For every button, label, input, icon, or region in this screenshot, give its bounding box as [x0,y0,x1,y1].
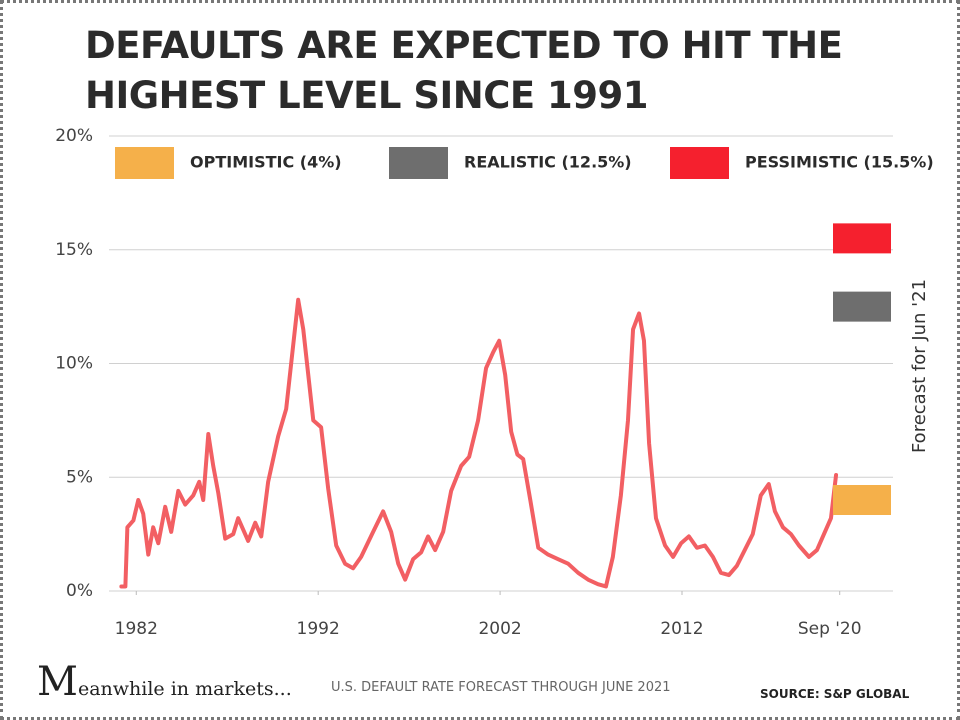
legend-label: PESSIMISTIC (15.5%) [745,153,934,172]
x-tick-label: 2012 [660,619,703,639]
y-tick-label: 15% [55,240,93,260]
x-tick-label: 2002 [478,619,521,639]
forecast-box [833,291,891,322]
chart: 0% 5% 10% 15% 20% 1982 1992 2002 2012 Sep '20 OPTI… [55,126,934,639]
x-tick-label: Sep '20 [798,619,862,639]
legend-swatch [115,147,174,179]
chart-title: DEFAULTS ARE EXPECTED TO HIT THE HIGHEST… [85,24,843,117]
legend-swatch [670,147,729,179]
y-tick-label: 5% [66,467,93,487]
legend-swatch [389,147,448,179]
data-line [119,297,839,589]
legend-label: OPTIMISTIC (4%) [190,153,342,172]
x-tick-label: 1992 [297,619,340,639]
source: SOURCE: S&P GLOBAL [760,687,910,701]
x-tick-label: 1982 [115,619,158,639]
y-tick-label: 10% [55,354,93,374]
forecast-box [833,223,891,254]
legend-label: REALISTIC (12.5%) [464,153,632,172]
y-tick-label: 0% [66,581,93,601]
forecast-label: Forecast for Jun '21 [909,279,930,453]
brand: Meanwhile in markets... [37,659,292,705]
y-tick-label: 20% [55,126,93,146]
forecast-box [833,485,891,515]
subtitle: U.S. DEFAULT RATE FORECAST THROUGH JUNE … [331,680,671,695]
